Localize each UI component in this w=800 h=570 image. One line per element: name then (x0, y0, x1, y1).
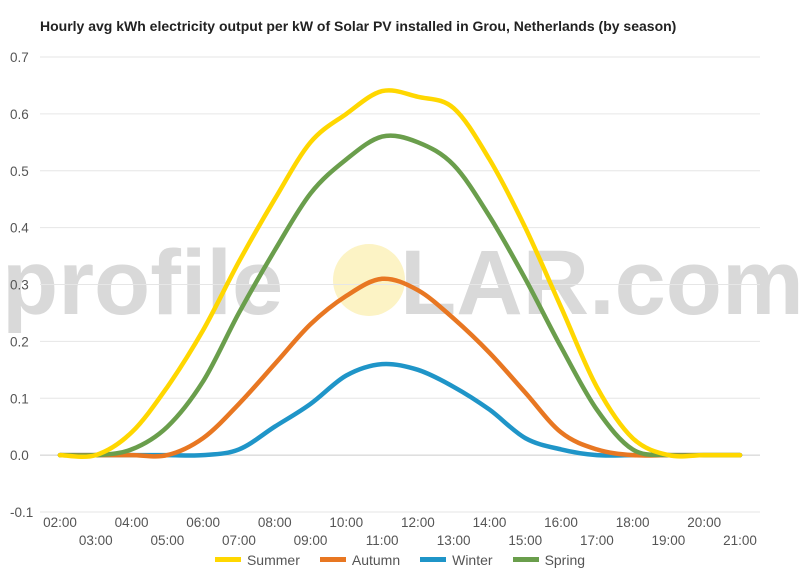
legend-item-autumn: Autumn (319, 551, 401, 568)
legend: Summer Autumn Winter Spring (0, 549, 800, 568)
y-tick-label: 0.1 (10, 391, 29, 406)
x-tick-label: 20:00 (687, 515, 721, 530)
y-tick-label: 0.7 (10, 50, 29, 65)
x-axis: 02:0003:0004:0005:0006:0007:0008:0009:00… (43, 515, 757, 548)
chart-title: Hourly avg kWh electricity output per kW… (40, 18, 677, 34)
series-line-spring (57, 133, 743, 458)
y-axis: -0.1 0.0 0.1 0.2 0.3 0.4 0.5 0.6 0.7 (10, 50, 33, 520)
legend-swatch (319, 557, 346, 562)
legend-swatch (214, 557, 241, 562)
y-tick-label: 0.0 (10, 448, 29, 463)
watermark-text-right: LAR.com (400, 232, 800, 334)
x-tick-label: 15:00 (508, 533, 542, 548)
x-tick-label: 12:00 (401, 515, 435, 530)
x-tick-label: 10:00 (329, 515, 363, 530)
x-tick-label: 18:00 (616, 515, 650, 530)
x-tick-label: 06:00 (186, 515, 220, 530)
legend-swatch (512, 557, 539, 562)
legend-label: Spring (544, 551, 586, 568)
y-tick-label: 0.2 (10, 334, 29, 349)
legend-item-summer: Summer (214, 551, 300, 568)
y-tick-label: 0.4 (10, 221, 29, 236)
x-tick-label: 04:00 (115, 515, 149, 530)
legend-swatch (420, 557, 447, 562)
x-tick-label: 21:00 (723, 533, 757, 548)
x-tick-label: 03:00 (79, 533, 113, 548)
series-line-autumn (57, 276, 743, 459)
x-tick-label: 16:00 (544, 515, 578, 530)
y-tick-label: 0.5 (10, 164, 29, 179)
legend-label: Autumn (351, 551, 401, 568)
x-tick-label: 05:00 (150, 533, 184, 548)
legend-item-spring: Spring (512, 551, 586, 568)
series-lines (57, 88, 743, 460)
series-line-summer (57, 88, 743, 460)
x-tick-label: 07:00 (222, 533, 256, 548)
x-tick-label: 19:00 (652, 533, 686, 548)
legend-item-winter: Winter (420, 551, 493, 568)
x-tick-label: 14:00 (473, 515, 507, 530)
y-tick-label: -0.1 (10, 505, 33, 520)
x-tick-label: 13:00 (437, 533, 471, 548)
legend-label: Winter (452, 551, 493, 568)
y-tick-label: 0.6 (10, 107, 29, 122)
x-tick-label: 02:00 (43, 515, 77, 530)
legend-label: Summer (246, 551, 300, 568)
x-tick-label: 08:00 (258, 515, 292, 530)
watermark-sun-icon (333, 244, 405, 316)
y-tick-label: 0.3 (10, 278, 29, 293)
x-tick-label: 11:00 (366, 533, 399, 548)
watermark-text-left: profile (2, 232, 283, 334)
x-tick-label: 09:00 (294, 533, 328, 548)
x-tick-label: 17:00 (580, 533, 614, 548)
